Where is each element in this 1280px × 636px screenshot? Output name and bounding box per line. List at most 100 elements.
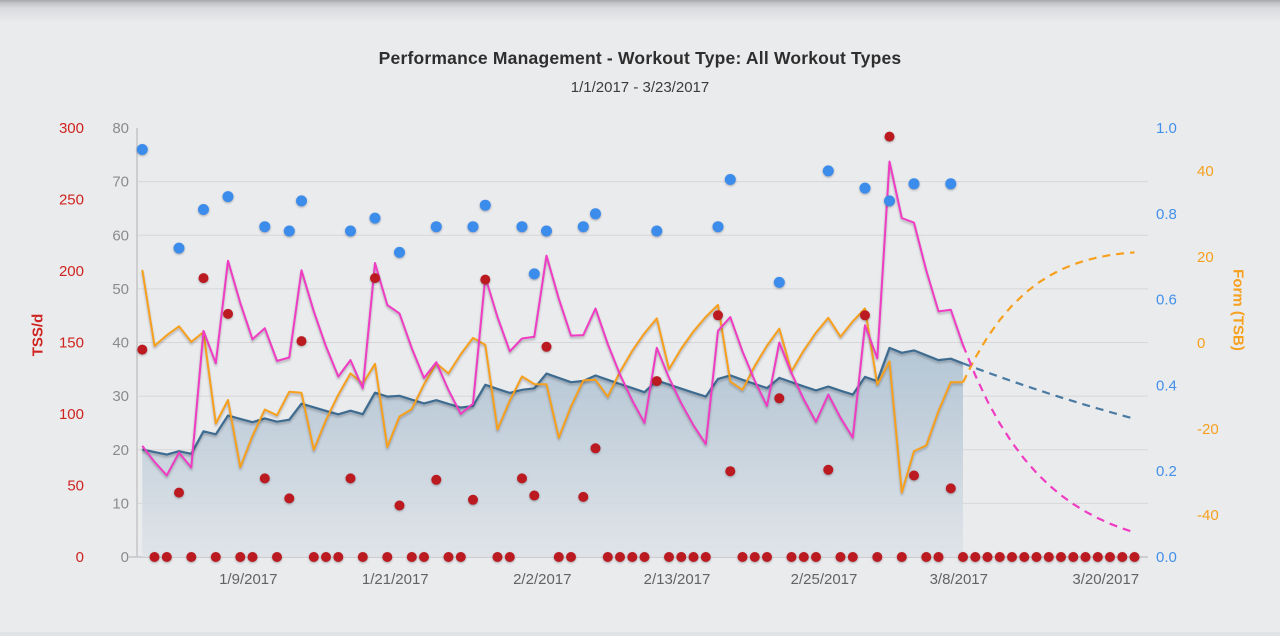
intensity-dot[interactable] bbox=[430, 221, 442, 233]
tss-dot[interactable] bbox=[945, 483, 956, 494]
tss-dot[interactable] bbox=[1092, 552, 1103, 562]
intensity-dot[interactable] bbox=[773, 276, 785, 288]
intensity-dot[interactable] bbox=[908, 178, 920, 190]
intensity-dot[interactable] bbox=[173, 242, 185, 254]
tss-dot[interactable] bbox=[455, 552, 466, 562]
intensity-dot[interactable] bbox=[651, 225, 663, 237]
tss-dot[interactable] bbox=[198, 273, 209, 284]
intensity-dot[interactable] bbox=[712, 221, 724, 233]
tss-dot[interactable] bbox=[345, 473, 356, 484]
tss-dot[interactable] bbox=[161, 552, 172, 562]
tss-dot[interactable] bbox=[578, 491, 589, 502]
tss-dot[interactable] bbox=[958, 552, 968, 562]
tss-dot[interactable] bbox=[896, 552, 907, 562]
intensity-dot[interactable] bbox=[822, 165, 834, 177]
tss-dot[interactable] bbox=[406, 552, 417, 562]
tss-dot[interactable] bbox=[272, 552, 282, 562]
tss-dot[interactable] bbox=[210, 552, 221, 562]
tss-dot[interactable] bbox=[933, 552, 944, 562]
tss-dot[interactable] bbox=[419, 552, 429, 562]
intensity-dot[interactable] bbox=[283, 225, 295, 237]
tss-dot[interactable] bbox=[186, 552, 197, 562]
tss-dot[interactable] bbox=[553, 552, 564, 562]
tss-dot[interactable] bbox=[700, 552, 711, 562]
tss-dot[interactable] bbox=[970, 552, 981, 562]
tss-dot[interactable] bbox=[1117, 552, 1128, 562]
tss-dot[interactable] bbox=[235, 552, 246, 562]
tss-dot[interactable] bbox=[835, 552, 846, 562]
tss-dot[interactable] bbox=[1007, 552, 1017, 562]
intensity-dot[interactable] bbox=[528, 268, 540, 280]
tss-dot[interactable] bbox=[296, 336, 307, 347]
tss-dot[interactable] bbox=[1056, 552, 1066, 562]
intensity-dot[interactable] bbox=[198, 204, 209, 215]
tss-dot[interactable] bbox=[811, 552, 821, 562]
tss-dot[interactable] bbox=[786, 552, 797, 562]
tss-dot[interactable] bbox=[713, 310, 723, 321]
tss-dot[interactable] bbox=[602, 552, 613, 562]
tss-dot[interactable] bbox=[566, 552, 576, 562]
tss-dot[interactable] bbox=[994, 552, 1005, 562]
tss-dot[interactable] bbox=[737, 552, 748, 562]
tss-dot[interactable] bbox=[982, 552, 993, 562]
intensity-dot[interactable] bbox=[859, 182, 871, 194]
tss-dot[interactable] bbox=[357, 552, 368, 562]
intensity-dot[interactable] bbox=[945, 178, 957, 190]
intensity-dot[interactable] bbox=[884, 195, 895, 207]
intensity-dot[interactable] bbox=[345, 225, 356, 237]
tss-dot[interactable] bbox=[1019, 552, 1030, 562]
intensity-dot[interactable] bbox=[136, 144, 148, 155]
intensity-dot[interactable] bbox=[590, 208, 601, 220]
tss-dot[interactable] bbox=[590, 443, 601, 454]
tss-dot[interactable] bbox=[1129, 552, 1140, 562]
intensity-dot[interactable] bbox=[222, 191, 234, 203]
tss-dot[interactable] bbox=[137, 344, 148, 355]
tss-dot[interactable] bbox=[921, 552, 932, 562]
intensity-dot[interactable] bbox=[296, 195, 307, 207]
tss-dot[interactable] bbox=[541, 341, 552, 352]
tss-dot[interactable] bbox=[676, 552, 687, 562]
tss-dot[interactable] bbox=[749, 552, 760, 562]
tss-dot[interactable] bbox=[627, 552, 638, 562]
intensity-dot[interactable] bbox=[577, 221, 589, 233]
tss-dot[interactable] bbox=[860, 310, 870, 321]
tss-dot[interactable] bbox=[1031, 552, 1042, 562]
intensity-dot[interactable] bbox=[259, 221, 271, 233]
tss-dot[interactable] bbox=[480, 274, 491, 285]
tss-dot[interactable] bbox=[308, 552, 319, 562]
tss-dot[interactable] bbox=[370, 273, 380, 284]
tss-dot[interactable] bbox=[517, 473, 527, 484]
tss-dot[interactable] bbox=[774, 393, 785, 404]
tss-dot[interactable] bbox=[468, 494, 478, 505]
tss-dot[interactable] bbox=[333, 552, 344, 562]
tss-dot[interactable] bbox=[431, 474, 442, 485]
tss-dot[interactable] bbox=[884, 131, 895, 142]
intensity-dot[interactable] bbox=[369, 212, 381, 224]
tss-dot[interactable] bbox=[823, 464, 834, 475]
tss-dot[interactable] bbox=[1105, 552, 1115, 562]
tss-dot[interactable] bbox=[247, 552, 258, 562]
tss-dot[interactable] bbox=[382, 552, 393, 562]
intensity-dot[interactable] bbox=[724, 174, 736, 185]
tss-dot[interactable] bbox=[284, 493, 295, 504]
tss-dot[interactable] bbox=[615, 552, 625, 562]
intensity-dot[interactable] bbox=[394, 246, 405, 258]
intensity-dot[interactable] bbox=[479, 199, 491, 211]
tss-dot[interactable] bbox=[443, 552, 454, 562]
tss-dot[interactable] bbox=[688, 552, 699, 562]
tss-dot[interactable] bbox=[1080, 552, 1091, 562]
tss-dot[interactable] bbox=[762, 552, 772, 562]
tss-dot[interactable] bbox=[847, 552, 858, 562]
tss-dot[interactable] bbox=[492, 552, 503, 562]
tss-dot[interactable] bbox=[394, 500, 405, 511]
intensity-dot[interactable] bbox=[516, 221, 528, 233]
tss-dot[interactable] bbox=[259, 473, 270, 484]
tss-dot[interactable] bbox=[504, 552, 515, 562]
tss-dot[interactable] bbox=[798, 552, 809, 562]
tss-dot[interactable] bbox=[725, 466, 736, 477]
intensity-dot[interactable] bbox=[541, 225, 552, 237]
tss-dot[interactable] bbox=[1068, 552, 1079, 562]
tss-dot[interactable] bbox=[149, 552, 160, 562]
tss-dot[interactable] bbox=[1043, 552, 1054, 562]
